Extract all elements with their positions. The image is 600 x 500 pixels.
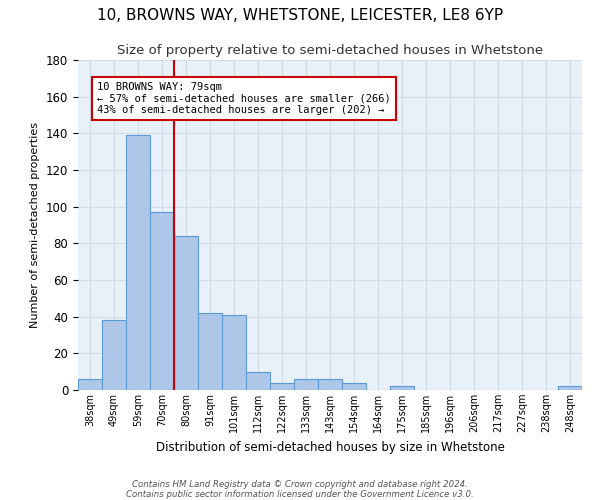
Bar: [198, 313, 222, 390]
Bar: [126, 135, 150, 390]
Bar: [246, 372, 270, 390]
Title: Size of property relative to semi-detached houses in Whetstone: Size of property relative to semi-detach…: [117, 44, 543, 58]
Text: 10, BROWNS WAY, WHETSTONE, LEICESTER, LE8 6YP: 10, BROWNS WAY, WHETSTONE, LEICESTER, LE…: [97, 8, 503, 22]
Text: Contains HM Land Registry data © Crown copyright and database right 2024.
Contai: Contains HM Land Registry data © Crown c…: [126, 480, 474, 499]
Bar: [390, 386, 414, 390]
Bar: [222, 315, 246, 390]
Bar: [150, 212, 174, 390]
Bar: [318, 379, 342, 390]
Bar: [102, 320, 126, 390]
Y-axis label: Number of semi-detached properties: Number of semi-detached properties: [31, 122, 40, 328]
Bar: [342, 382, 366, 390]
Bar: [558, 386, 582, 390]
Bar: [174, 236, 198, 390]
X-axis label: Distribution of semi-detached houses by size in Whetstone: Distribution of semi-detached houses by …: [155, 440, 505, 454]
Bar: [270, 382, 294, 390]
Text: 10 BROWNS WAY: 79sqm
← 57% of semi-detached houses are smaller (266)
43% of semi: 10 BROWNS WAY: 79sqm ← 57% of semi-detac…: [97, 82, 391, 115]
Bar: [78, 379, 102, 390]
Bar: [294, 379, 318, 390]
